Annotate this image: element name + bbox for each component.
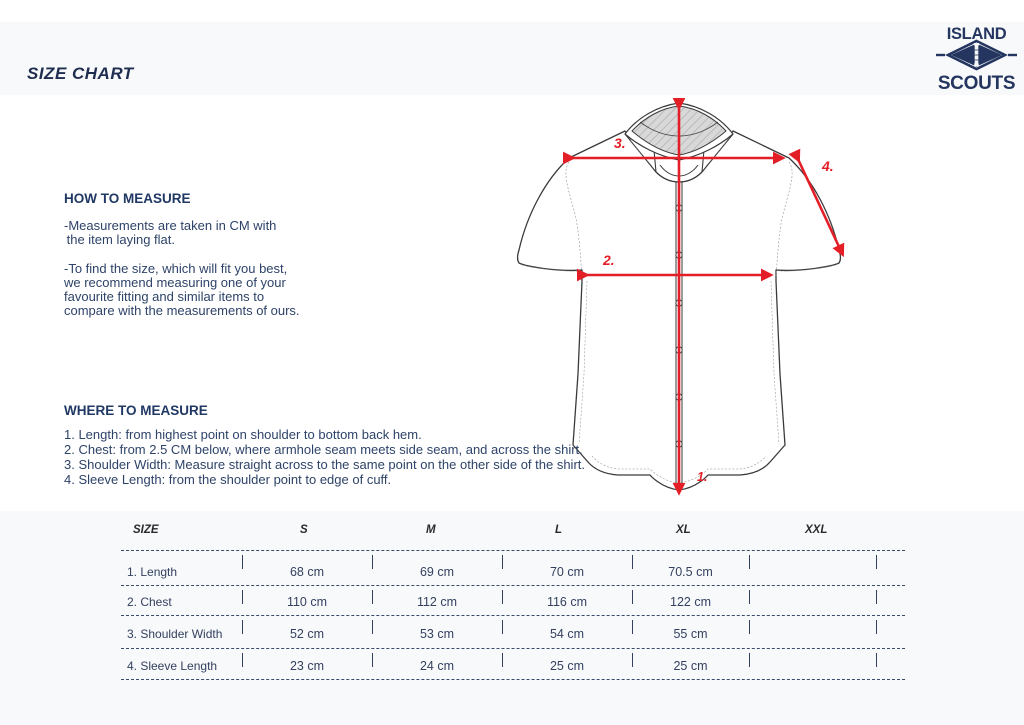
svg-text:SCOUTS: SCOUTS bbox=[938, 73, 1015, 92]
svg-text:4.: 4. bbox=[821, 158, 834, 174]
svg-text:3.: 3. bbox=[614, 135, 626, 151]
svg-text:2.: 2. bbox=[602, 252, 615, 268]
